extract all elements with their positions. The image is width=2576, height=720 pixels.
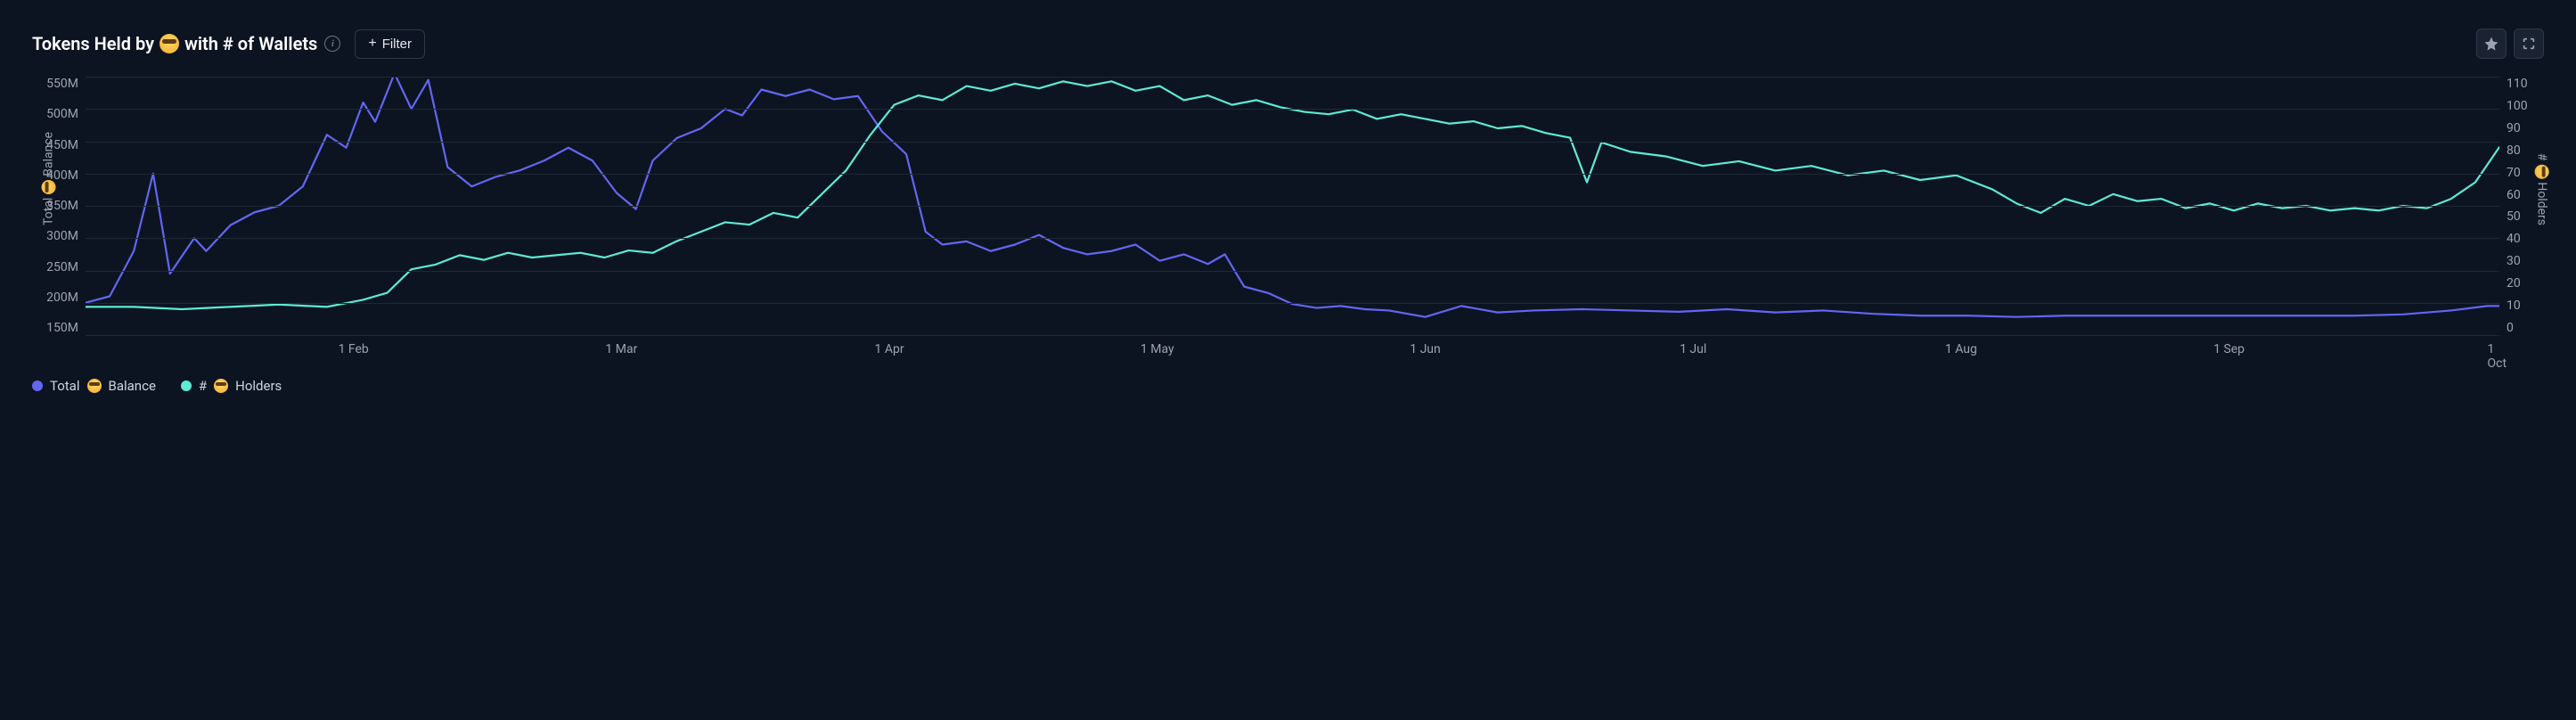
plot-area[interactable] bbox=[86, 77, 2499, 335]
y-right-tick: 30 bbox=[2506, 254, 2537, 268]
y-left-tick: 150M bbox=[39, 321, 78, 335]
title-suffix: with # of Wallets bbox=[184, 33, 317, 54]
y-right-tick: 100 bbox=[2506, 99, 2537, 113]
y-right-tick: 0 bbox=[2506, 321, 2537, 335]
series-line bbox=[86, 81, 2499, 309]
filter-label: Filter bbox=[382, 37, 412, 52]
x-tick: 1 Feb bbox=[339, 342, 369, 356]
y-right-tick: 10 bbox=[2506, 299, 2537, 313]
header-right bbox=[2476, 29, 2544, 59]
y-left-tick: 300M bbox=[39, 229, 78, 243]
y-left-tick: 200M bbox=[39, 290, 78, 305]
chart-area: 550M 500M 450M 400M 350M 300M 250M 200M 150M 110… bbox=[32, 77, 2544, 335]
chart-panel: Tokens Held by with # of Wallets i + Fil… bbox=[18, 18, 2558, 401]
smart-money-emoji-icon bbox=[87, 379, 102, 393]
panel-header: Tokens Held by with # of Wallets i + Fil… bbox=[18, 18, 2558, 77]
y-left-tick: 500M bbox=[39, 107, 78, 121]
grid-line bbox=[86, 335, 2499, 336]
y-left-tick: 400M bbox=[39, 168, 78, 183]
grid-line bbox=[86, 77, 2499, 78]
legend-dot bbox=[181, 380, 192, 391]
smart-money-emoji-icon bbox=[214, 379, 228, 393]
expand-icon bbox=[2522, 37, 2536, 51]
expand-button[interactable] bbox=[2514, 29, 2544, 59]
y-right-tick: 70 bbox=[2506, 166, 2537, 180]
grid-line bbox=[86, 206, 2499, 207]
y-right-tick: 110 bbox=[2506, 77, 2537, 91]
x-axis: 1 Feb 1 Mar 1 Apr 1 May 1 Jun 1 Jul 1 Aug 1 Sep… bbox=[86, 342, 2499, 360]
series-line bbox=[86, 77, 2499, 317]
y-right-tick: 60 bbox=[2506, 188, 2537, 202]
x-tick: 1 Aug bbox=[1945, 342, 1977, 356]
legend: Total Balance # Holders bbox=[18, 360, 2558, 401]
y-right-tick: 50 bbox=[2506, 209, 2537, 224]
filter-button[interactable]: + Filter bbox=[355, 29, 425, 59]
grid-line bbox=[86, 174, 2499, 175]
legend-item-balance[interactable]: Total Balance bbox=[32, 378, 156, 394]
y-left-tick: 350M bbox=[39, 199, 78, 213]
grid-line bbox=[86, 109, 2499, 110]
y-left-tick: 550M bbox=[39, 77, 78, 91]
x-tick: 1 Jul bbox=[1680, 342, 1706, 356]
y-right-tick: 90 bbox=[2506, 121, 2537, 135]
y-right-tick: 40 bbox=[2506, 232, 2537, 246]
legend-dot bbox=[32, 380, 43, 391]
y-left-tick: 450M bbox=[39, 138, 78, 152]
plus-icon: + bbox=[368, 37, 376, 51]
star-icon bbox=[2483, 36, 2499, 52]
x-tick: 1 Apr bbox=[875, 342, 904, 356]
chart-container: Total Balance # Holders 550M500M450M400M… bbox=[18, 77, 2558, 360]
grid-line bbox=[86, 271, 2499, 272]
info-icon[interactable]: i bbox=[324, 36, 340, 52]
grid-line bbox=[86, 142, 2499, 143]
grid-line bbox=[86, 238, 2499, 239]
x-tick: 1 Oct bbox=[2488, 342, 2507, 371]
x-tick: 1 May bbox=[1141, 342, 1174, 356]
legend-item-holders[interactable]: # Holders bbox=[181, 378, 282, 394]
grid-line bbox=[86, 303, 2499, 304]
favorite-button[interactable] bbox=[2476, 29, 2506, 59]
x-tick: 1 Jun bbox=[1410, 342, 1441, 356]
title-prefix: Tokens Held by bbox=[32, 33, 154, 54]
x-tick: 1 Sep bbox=[2213, 342, 2245, 356]
y-axis-left: 550M 500M 450M 400M 350M 300M 250M 200M 150M bbox=[32, 77, 86, 335]
y-right-tick: 20 bbox=[2506, 276, 2537, 290]
panel-title: Tokens Held by with # of Wallets i bbox=[32, 33, 340, 54]
y-axis-right: 1101009080706050403020100 bbox=[2499, 77, 2544, 335]
y-right-tick: 80 bbox=[2506, 143, 2537, 158]
x-tick: 1 Mar bbox=[605, 342, 637, 356]
smart-money-emoji-icon bbox=[159, 34, 179, 53]
y-left-tick: 250M bbox=[39, 260, 78, 274]
header-left: Tokens Held by with # of Wallets i + Fil… bbox=[32, 29, 425, 59]
